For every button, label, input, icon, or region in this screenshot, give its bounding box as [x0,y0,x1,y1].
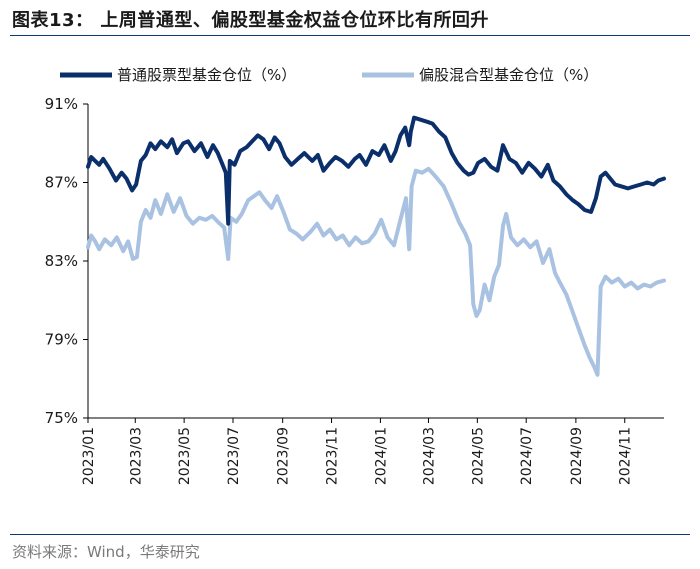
y-tick-label: 83% [45,252,78,270]
y-tick-label: 87% [45,174,78,192]
x-tick-label: 2024/03 [421,427,437,485]
x-tick-label: 2023/05 [177,427,193,485]
x-tick-labels: 2023/01 2023/03 2023/05 2023/07 2023/09 2023/… [81,427,634,485]
y-tick-label: 91% [45,95,78,113]
x-tick-label: 2024/01 [373,427,389,485]
legend-label-series-2: 偏股混合型基金仓位（%） [419,66,598,84]
source-note: 资料来源：Wind，华泰研究 [12,543,200,561]
x-tick-label: 2023/07 [226,427,242,485]
x-tick-label: 2024/09 [569,427,585,485]
page-title: 图表13： 上周普通型、偏股型基金权益仓位环比有所回升 [12,10,489,31]
series-line-2 [86,166,666,377]
y-tick-label: 75% [45,409,78,427]
legend: 普通股票型基金仓位（%） 偏股混合型基金仓位（%） [60,66,598,84]
x-tick-label: 2023/01 [81,427,97,485]
x-tick-label: 2024/05 [470,427,486,485]
x-tick-label: 2023/03 [128,427,144,485]
axes [83,103,664,423]
series-layer [86,115,666,377]
x-tick-label: 2023/11 [325,427,341,485]
legend-label-series-1: 普通股票型基金仓位（%） [117,66,296,84]
x-tick-label: 2024/11 [618,427,634,485]
series-line-1 [86,115,666,226]
y-tick-label: 79% [45,331,78,349]
x-tick-label: 2024/07 [519,427,535,485]
line-chart: 普通股票型基金仓位（%） 偏股混合型基金仓位（%） 91% 87% 83% 79% 75… [45,66,666,485]
source-divider [10,534,690,535]
y-tick-labels: 91% 87% 83% 79% 75% [45,95,78,427]
title-divider [10,35,690,36]
x-tick-label: 2023/09 [276,427,292,485]
